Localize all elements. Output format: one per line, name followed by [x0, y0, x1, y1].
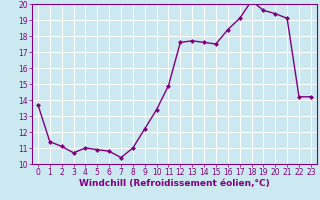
X-axis label: Windchill (Refroidissement éolien,°C): Windchill (Refroidissement éolien,°C) [79, 179, 270, 188]
